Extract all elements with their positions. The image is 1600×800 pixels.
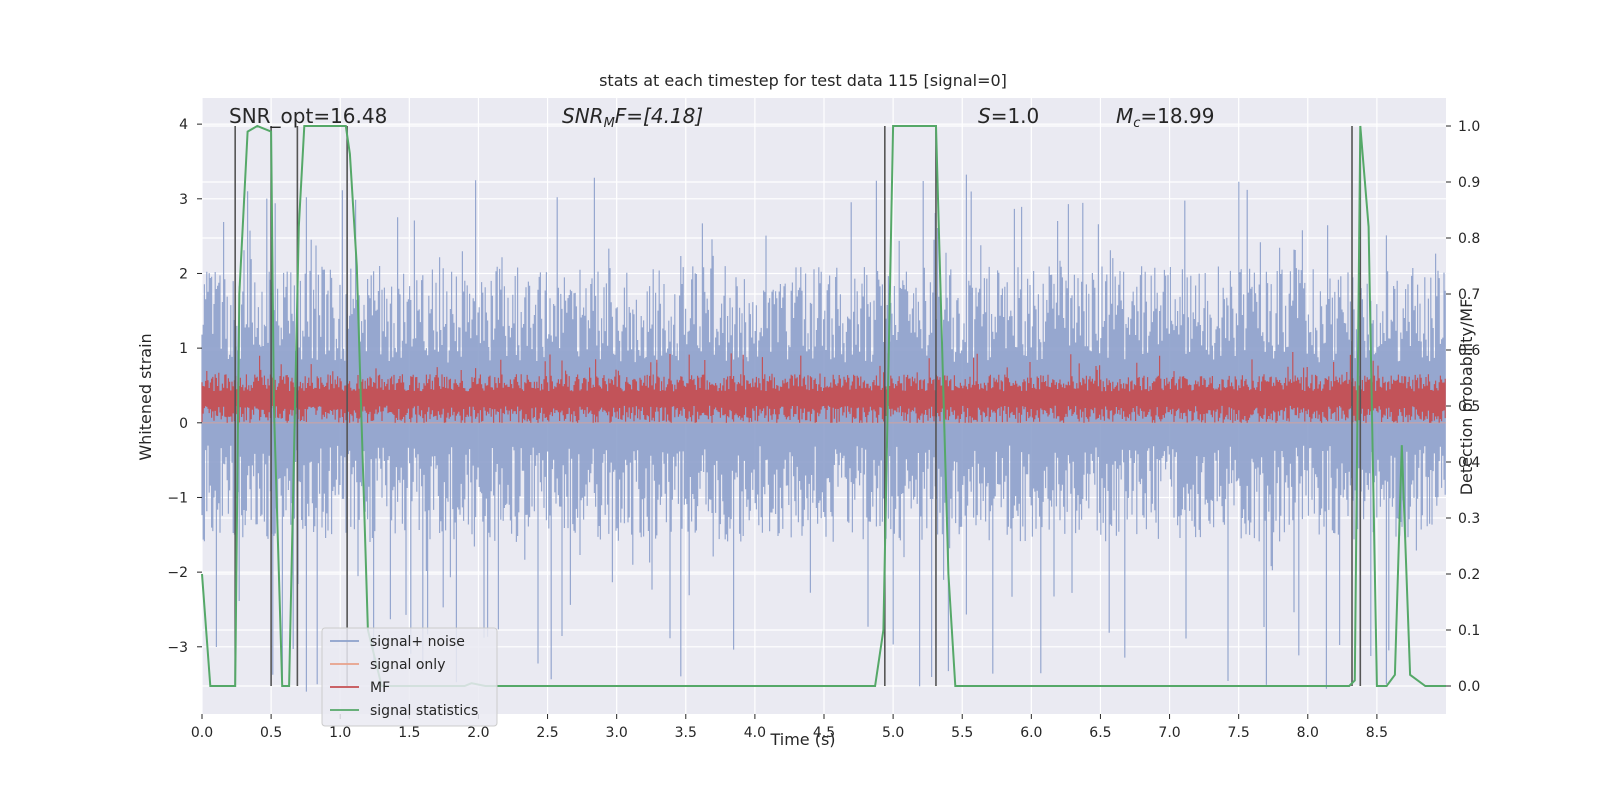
x-tick-label: 0.5 xyxy=(260,725,282,741)
x-tick-label: 3.5 xyxy=(675,725,697,741)
legend-mf: MF xyxy=(370,680,390,696)
annotation-mc: Mc=18.99 xyxy=(1116,104,1214,131)
mf-series xyxy=(201,352,1446,423)
x-tick-label: 4.5 xyxy=(813,725,835,741)
y-left-tick-label: −3 xyxy=(167,640,188,656)
y-axis-label-right: Detection probability/MF xyxy=(1457,299,1476,496)
x-tick-label: 7.5 xyxy=(1228,725,1250,741)
x-tick-label: 2.5 xyxy=(536,725,558,741)
x-tick-label: 1.5 xyxy=(398,725,420,741)
y-left-tick-label: 2 xyxy=(179,266,188,282)
x-tick-label: 1.0 xyxy=(329,725,351,741)
y-right-tick-label: 0.8 xyxy=(1458,231,1480,247)
y-left-tick-label: 3 xyxy=(179,192,188,208)
annotation-s: S=1.0 xyxy=(978,104,1039,128)
y-right-tick-label: 0.1 xyxy=(1458,623,1480,639)
legend-box xyxy=(321,627,498,727)
legend-signal-statistics: signal statistics xyxy=(370,703,478,719)
x-tick-label: 6.0 xyxy=(1020,725,1042,741)
x-tick-label: 7.0 xyxy=(1158,725,1180,741)
legend-signal-only: signal only xyxy=(370,657,445,673)
y-right-tick-label: 0.4 xyxy=(1458,455,1480,471)
y-right-tick-label: 0.7 xyxy=(1458,287,1480,303)
annotation-snr-mf: SNRMF=[4.18] xyxy=(562,104,703,131)
legend: signal+ noise signal only MF signal stat… xyxy=(321,627,498,727)
x-tick-label: 8.5 xyxy=(1366,725,1388,741)
x-tick-label: 2.0 xyxy=(467,725,489,741)
x-tick-label: 0.0 xyxy=(191,725,213,741)
y-left-tick-label: 1 xyxy=(179,341,188,357)
series-mf xyxy=(201,352,1446,423)
y-right-tick-label: 0.0 xyxy=(1458,679,1480,695)
right-y-axis-ticks: 1.0 0.9 0.8 0.7 0.6 0.5 0.4 0.3 0.2 0.1 0.0 xyxy=(1446,119,1480,695)
annotation-snr-opt: SNR_opt=16.48 xyxy=(229,104,387,128)
y-left-tick-label: 0 xyxy=(179,416,188,432)
x-axis-label: Time (s) xyxy=(769,730,835,749)
y-right-tick-label: 0.2 xyxy=(1458,567,1480,583)
legend-signal-noise: signal+ noise xyxy=(370,634,465,650)
y-right-tick-label: 1.0 xyxy=(1458,119,1480,135)
x-axis-ticks: 0.0 0.5 1.0 1.5 2.0 2.5 3.0 3.5 4.0 4.5 5.0 5.5 6.0 6… xyxy=(191,714,1388,741)
y-left-tick-label: 4 xyxy=(179,117,188,133)
x-tick-label: 5.0 xyxy=(882,725,904,741)
chart-title: stats at each timestep for test data 115… xyxy=(599,71,1007,90)
x-tick-label: 3.0 xyxy=(606,725,628,741)
x-tick-label: 4.0 xyxy=(744,725,766,741)
x-tick-label: 8.0 xyxy=(1297,725,1319,741)
y-right-tick-label: 0.3 xyxy=(1458,511,1480,527)
x-tick-label: 6.5 xyxy=(1089,725,1111,741)
y-right-tick-label: 0.9 xyxy=(1458,175,1480,191)
y-left-tick-label: −1 xyxy=(167,490,188,506)
x-tick-label: 5.5 xyxy=(951,725,973,741)
left-y-axis-ticks: 4 3 2 1 0 −1 −2 −3 xyxy=(167,117,202,656)
y-right-tick-label: 0.5 xyxy=(1458,399,1480,415)
y-right-tick-label: 0.6 xyxy=(1458,343,1480,359)
y-left-tick-label: −2 xyxy=(167,565,188,581)
y-axis-label-left: Whitened strain xyxy=(136,333,155,460)
